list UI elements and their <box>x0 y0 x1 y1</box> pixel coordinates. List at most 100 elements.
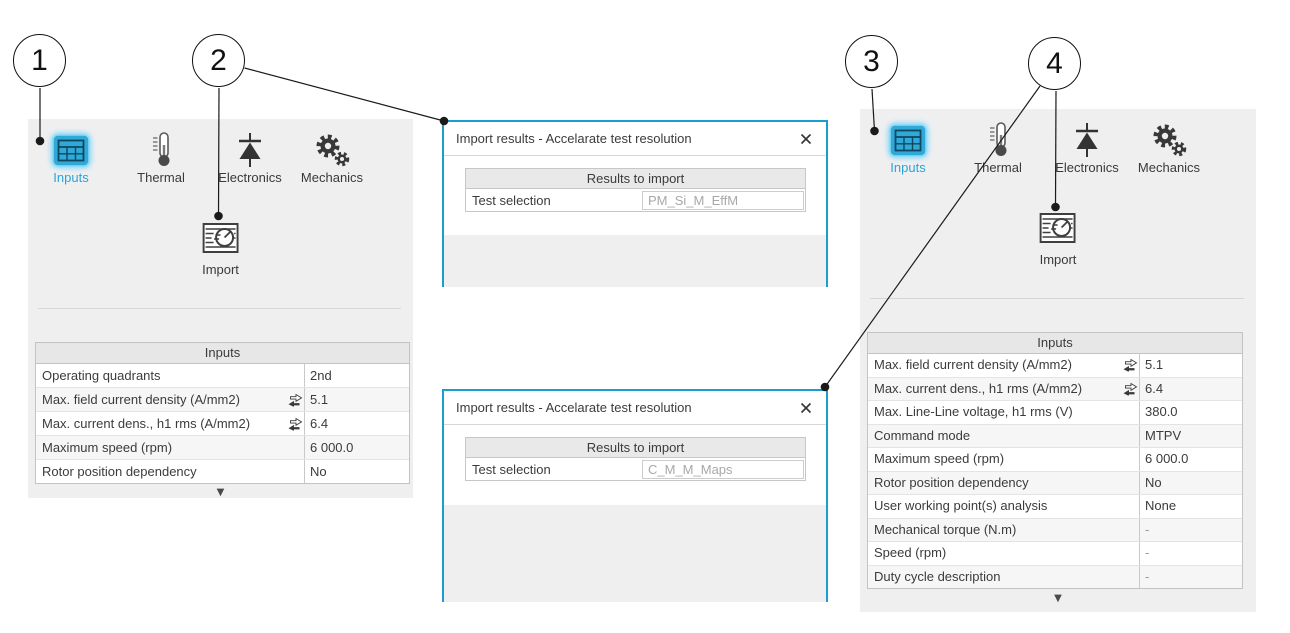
tab-mechanics[interactable]: Mechanics <box>292 127 372 187</box>
row-label: Max. current dens., h1 rms (A/mm2) <box>868 378 1139 401</box>
tab-inputs[interactable]: Inputs <box>36 127 106 187</box>
table-row: Maximum speed (rpm) 6 000.0 <box>868 448 1242 472</box>
row-label: Rotor position dependency <box>42 464 197 479</box>
row-label: Rotor position dependency <box>874 474 1029 490</box>
inputs-table-icon <box>52 127 90 167</box>
tab-electronics[interactable]: Electronics <box>206 127 294 187</box>
swap-arrows-icon <box>1122 382 1138 396</box>
row-label: Speed (rpm) <box>874 545 947 560</box>
row-value[interactable]: 6 000.0 <box>304 436 409 459</box>
dialog-title: Import results - Accelarate test resolut… <box>456 400 692 415</box>
callout-number: 1 <box>31 43 48 77</box>
table-row: Test selection PM_Si_M_EffM <box>466 189 805 211</box>
table-row: Maximum speed (rpm) 6 000.0 <box>36 436 409 460</box>
inputs-panel-right: Inputs Thermal <box>860 109 1256 612</box>
row-label: Command mode <box>874 427 971 443</box>
tab-label: Mechanics <box>1137 160 1201 175</box>
table-row: Mechanical torque (N.m) - <box>868 518 1242 542</box>
inputs-table-icon <box>889 117 927 157</box>
scroll-down-arrow[interactable]: ▼ <box>1054 593 1062 604</box>
table-row: Test selection C_M_M_Maps <box>466 458 805 480</box>
dialog-footer <box>444 235 826 287</box>
row-value[interactable]: 5.1 <box>1139 354 1242 377</box>
tab-label: Inputs <box>53 170 89 185</box>
tab-label: Electronics <box>218 170 282 185</box>
tab-label: Inputs <box>890 160 926 175</box>
tab-label: Mechanics <box>300 170 364 185</box>
row-label: Max. current dens., h1 rms (A/mm2) <box>36 412 304 435</box>
row-value[interactable]: MTPV <box>1139 424 1242 447</box>
swap-arrows-icon <box>287 417 303 431</box>
table-row: Rotor position dependency No <box>36 460 409 483</box>
table-row: Max. field current density (A/mm2) 5.1 <box>868 354 1242 378</box>
table-row: Max. Line-Line voltage, h1 rms (V) 380.0 <box>868 401 1242 425</box>
import-button[interactable]: Import <box>1039 213 1077 267</box>
diode-icon <box>233 127 267 167</box>
test-selection-field[interactable]: C_M_M_Maps <box>642 459 804 479</box>
row-value[interactable]: None <box>1139 495 1242 518</box>
table-row: Duty cycle description - <box>868 565 1242 588</box>
table-row: Max. current dens., h1 rms (A/mm2) 6.4 <box>36 412 409 436</box>
table-header: Inputs <box>868 333 1242 354</box>
swap-arrows-icon <box>287 393 303 407</box>
tab-inputs[interactable]: Inputs <box>873 117 943 177</box>
import-button-label: Import <box>1039 252 1077 267</box>
inputs-table: Inputs Operating quadrants 2nd Max. fiel… <box>35 342 410 484</box>
table-row: User working point(s) analysis None <box>868 495 1242 519</box>
dialog-title: Import results - Accelarate test resolut… <box>456 131 692 146</box>
callout-number: 2 <box>210 43 227 77</box>
close-icon[interactable] <box>796 398 816 418</box>
close-icon[interactable] <box>796 129 816 149</box>
row-value[interactable]: No <box>304 460 409 483</box>
table-header: Results to import <box>466 438 805 458</box>
row-value[interactable]: 6.4 <box>1139 377 1242 400</box>
row-value[interactable]: 5.1 <box>304 388 409 411</box>
results-to-import-table: Results to import Test selection C_M_M_M… <box>465 437 806 481</box>
table-header: Results to import <box>466 169 805 189</box>
gears-icon <box>313 127 351 167</box>
tab-label: Electronics <box>1055 160 1119 175</box>
tab-thermal[interactable]: Thermal <box>958 117 1038 177</box>
tab-thermal[interactable]: Thermal <box>121 127 201 187</box>
callout-2: 2 <box>192 34 245 87</box>
row-value[interactable]: 6 000.0 <box>1139 448 1242 471</box>
panel-divider <box>870 298 1244 299</box>
table-row: Max. field current density (A/mm2) 5.1 <box>36 388 409 412</box>
dialog-footer <box>444 505 826 602</box>
tab-mechanics[interactable]: Mechanics <box>1129 117 1209 177</box>
test-selection-field[interactable]: PM_Si_M_EffM <box>642 190 804 210</box>
row-value[interactable]: - <box>1139 518 1242 541</box>
callout-1: 1 <box>13 34 66 87</box>
table-header: Inputs <box>36 343 409 364</box>
dialog-title-bar: Import results - Accelarate test resolut… <box>444 122 826 156</box>
tab-electronics[interactable]: Electronics <box>1043 117 1131 177</box>
callout-3: 3 <box>845 35 898 88</box>
table-row: Speed (rpm) - <box>868 542 1242 566</box>
import-button-label: Import <box>202 262 239 277</box>
dialog-title-bar: Import results - Accelarate test resolut… <box>444 391 826 425</box>
tab-label: Thermal <box>974 160 1022 175</box>
import-gauge-icon <box>1040 213 1076 248</box>
row-value[interactable]: No <box>1139 471 1242 494</box>
import-results-dialog-1: Import results - Accelarate test resolut… <box>442 120 828 287</box>
thermometer-icon <box>150 127 172 167</box>
results-to-import-table: Results to import Test selection PM_Si_M… <box>465 168 806 212</box>
row-label: Max. field current density (A/mm2) <box>36 388 304 411</box>
diode-icon <box>1070 117 1104 157</box>
row-value[interactable]: - <box>1139 565 1242 588</box>
row-label: Max. field current density (A/mm2) <box>868 354 1139 377</box>
row-value[interactable]: 6.4 <box>304 412 409 435</box>
scroll-down-arrow[interactable]: ▼ <box>216 487 225 498</box>
import-button[interactable]: Import <box>202 223 239 277</box>
thermometer-icon <box>987 117 1009 157</box>
callout-number: 4 <box>1046 46 1063 80</box>
tab-bar: Inputs Thermal <box>860 117 1256 177</box>
inputs-panel-left: Inputs Thermal <box>28 119 413 498</box>
row-label: Test selection <box>472 461 551 477</box>
callout-4: 4 <box>1028 37 1081 90</box>
row-value[interactable]: 2nd <box>304 364 409 387</box>
row-label: Operating quadrants <box>42 368 161 383</box>
row-value[interactable]: 380.0 <box>1139 401 1242 424</box>
table-row: Rotor position dependency No <box>868 471 1242 495</box>
row-value[interactable]: - <box>1139 542 1242 565</box>
